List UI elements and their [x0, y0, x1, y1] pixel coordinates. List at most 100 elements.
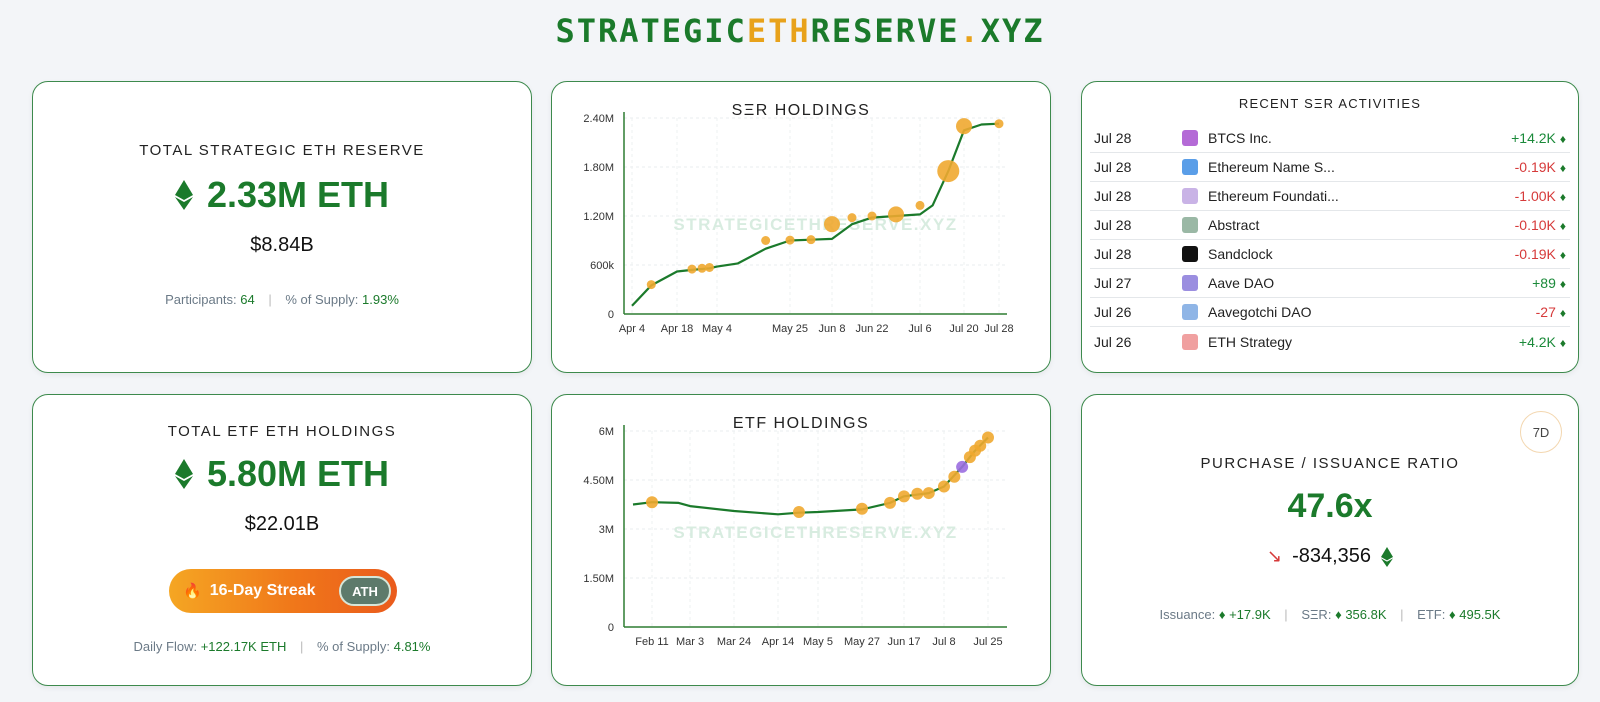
data-point	[974, 439, 987, 452]
activity-date: Jul 26	[1094, 333, 1132, 350]
y-tick-label: 4.50M	[583, 475, 614, 487]
etf-holdings-card: ETF HOLDINGS 0 1.50M 3M 4.50M 6M Feb 11 Mar 3 M…	[551, 394, 1051, 686]
recent-activities-card: RECENT SΞR ACTIVITIES Jul 28 BTCS Inc. +14…	[1081, 81, 1579, 373]
activity-row[interactable]: Jul 26 ETH Strategy +4.2K ♦	[1090, 327, 1570, 356]
ser-holdings-chart[interactable]: 0 600k 1.20M 1.80M 2.40M Apr 4 Apr 18 May 4 May …	[552, 82, 1052, 374]
data-point	[697, 263, 707, 273]
issuance-value: +17.9K	[1229, 607, 1271, 622]
ratio-delta: ↘ -834,356	[1082, 545, 1578, 568]
eth-strategy-icon	[1182, 333, 1198, 350]
data-point	[982, 431, 994, 444]
eth-icon: ♦	[1559, 248, 1566, 262]
etf-holdings-chart[interactable]: 0 1.50M 3M 4.50M 6M Feb 11 Mar 3 Mar 24 Apr 14 Ma…	[552, 395, 1052, 687]
activities-list: Jul 28 BTCS Inc. +14.2K ♦ Jul 28 Ethereum Nam…	[1090, 124, 1570, 356]
data-point	[915, 200, 925, 210]
ratio-value: 47.6x	[1287, 487, 1373, 525]
total-reserve-card: TOTAL STRATEGIC ETH RESERVE 2.33M ETH $8…	[32, 81, 532, 373]
sandclock-icon	[1182, 246, 1198, 262]
activity-row[interactable]: Jul 28 BTCS Inc. +14.2K ♦	[1090, 124, 1570, 153]
total-etf-usd: $22.01B	[244, 513, 320, 535]
ser-chart-title: SΞR HOLDINGS	[731, 102, 871, 119]
delta-value: -834,356	[1292, 545, 1372, 567]
streak-badge[interactable]: 🔥 16-Day Streak ATH	[169, 569, 397, 613]
trend-down-icon: ↘	[1266, 546, 1283, 566]
activity-row[interactable]: Jul 28 Abstract -0.10K ♦	[1090, 211, 1570, 240]
site-title[interactable]: STRATEGICETHRESERVE.XYZ	[0, 12, 1600, 50]
activity-row[interactable]: Jul 28 Ethereum Name S... -0.19K ♦	[1090, 153, 1570, 182]
y-tick-label: 1.80M	[583, 162, 614, 174]
x-tick-label: Jul 25	[973, 636, 1002, 648]
eth-icon: ♦	[1559, 132, 1566, 146]
activity-value-text: -0.19K	[1514, 159, 1556, 175]
total-reserve-eth: 2.33M ETH	[206, 174, 390, 215]
eth-icon: ♦	[1559, 190, 1566, 204]
total-reserve-label: TOTAL STRATEGIC ETH RESERVE	[139, 142, 425, 159]
data-point	[884, 496, 896, 509]
ser-eth-icon: ♦	[1335, 607, 1342, 622]
total-reserve-usd: $8.84B	[250, 234, 314, 256]
activity-value: -0.10K ♦	[1468, 217, 1570, 233]
x-tick-label: May 4	[702, 323, 732, 335]
activity-name: Ethereum Foundati...	[1208, 188, 1339, 204]
issuance-label: Issuance:	[1159, 607, 1216, 622]
watermark: STRATEGICETHRESERVE.XYZ	[673, 215, 957, 234]
eth-icon: ♦	[1559, 277, 1566, 291]
data-point	[792, 506, 805, 519]
data-point	[867, 211, 877, 221]
y-tick-label: 600k	[590, 260, 614, 272]
eth-icon: ♦	[1559, 306, 1566, 320]
site-title-part2: RESERVE	[810, 12, 960, 50]
activity-row[interactable]: Jul 26 Aavegotchi DAO -27 ♦	[1090, 298, 1570, 327]
activity-row[interactable]: Jul 27 Aave DAO +89 ♦	[1090, 269, 1570, 298]
etf-eth-icon: ♦	[1448, 607, 1456, 622]
ethereum-foundation-icon	[1182, 188, 1198, 204]
data-point	[806, 235, 816, 245]
activity-value-text: -27	[1535, 304, 1556, 320]
activity-name: BTCS Inc.	[1208, 130, 1272, 146]
y-tick-label: 2.40M	[583, 113, 614, 125]
x-tick-label: Mar 24	[717, 636, 751, 648]
data-point	[646, 496, 658, 509]
data-point	[937, 160, 960, 183]
site-title-tld: XYZ	[980, 12, 1045, 50]
site-title-part1: STRATEGIC	[555, 12, 747, 50]
activity-value: -27 ♦	[1468, 304, 1570, 320]
total-etf-label: TOTAL ETF ETH HOLDINGS	[167, 423, 397, 440]
activity-value-text: -0.19K	[1514, 246, 1556, 262]
activity-name: Abstract	[1208, 217, 1260, 233]
aavegotchi-icon	[1182, 304, 1198, 320]
issuance-eth-icon: ♦	[1218, 607, 1226, 622]
data-point	[761, 236, 771, 245]
etf-chart-title: ETF HOLDINGS	[732, 415, 870, 432]
stats-divider: |	[299, 639, 304, 654]
activity-value: -1.00K ♦	[1468, 188, 1570, 204]
ratio-card: 7D PURCHASE / ISSUANCE RATIO 47.6x ↘ -83…	[1081, 394, 1579, 686]
data-point	[911, 487, 924, 500]
y-tick-label: 0	[608, 309, 614, 321]
x-tick-label: May 27	[844, 636, 880, 648]
x-tick-label: Jul 28	[984, 323, 1013, 335]
site-title-dot: .	[959, 12, 981, 50]
data-point	[785, 235, 795, 245]
activity-value: -0.19K ♦	[1468, 246, 1570, 262]
activity-name: Aave DAO	[1208, 275, 1275, 291]
site-title-accent: ETH	[746, 12, 811, 50]
timeframe-7d-button[interactable]: 7D	[1520, 411, 1562, 453]
activity-value: -0.19K ♦	[1468, 159, 1570, 175]
x-tick-label: Jul 20	[949, 323, 978, 335]
data-point	[646, 280, 656, 290]
total-reserve-amount: 2.33M ETH	[33, 174, 531, 216]
activity-value-text: -0.10K	[1514, 217, 1556, 233]
activity-value-text: +14.2K	[1511, 130, 1556, 146]
activity-row[interactable]: Jul 28 Ethereum Foundati... -1.00K ♦	[1090, 182, 1570, 211]
x-tick-label: May 5	[803, 636, 833, 648]
activity-date: Jul 28	[1094, 188, 1132, 204]
flame-icon: 🔥	[183, 583, 202, 600]
total-etf-stats: Daily Flow: +122.17K ETH | % of Supply: …	[33, 639, 531, 654]
stats-divider: |	[268, 292, 272, 307]
x-tick-label: May 25	[772, 323, 808, 335]
activity-row[interactable]: Jul 28 Sandclock -0.19K ♦	[1090, 240, 1570, 269]
activity-value: +14.2K ♦	[1468, 130, 1570, 146]
x-tick-label: Mar 3	[676, 636, 704, 648]
y-tick-label: 6M	[599, 426, 614, 438]
